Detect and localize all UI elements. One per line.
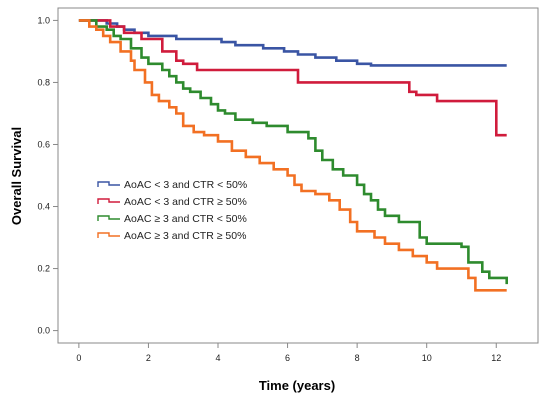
series-line-4: [78, 19, 507, 292]
x-axis-title: Time (years): [259, 378, 335, 393]
y-tick-label: 0.6: [37, 139, 50, 149]
series-lines: [78, 19, 508, 292]
legend-swatch: [97, 232, 120, 238]
series-line-3: [78, 19, 508, 285]
series-line-2: [78, 19, 507, 137]
x-tick-label: 8: [355, 353, 360, 363]
y-tick-label: 0.8: [37, 77, 50, 87]
legend: AoAC < 3 and CTR < 50% AoAC < 3 and CTR ≥…: [97, 179, 247, 242]
y-tick-label: 1.0: [37, 15, 50, 25]
x-tick-label: 10: [422, 353, 432, 363]
legend-label: AoAC < 3 and CTR ≥ 50%: [124, 196, 247, 208]
y-axis: 0.0 0.2 0.4 0.6 0.8 1.0: [37, 15, 58, 336]
plot-frame: [57, 7, 539, 344]
x-tick-label: 12: [491, 353, 501, 363]
x-tick-label: 2: [146, 353, 151, 363]
legend-swatch: [97, 215, 120, 221]
x-tick-label: 0: [76, 353, 81, 363]
y-tick-label: 0.4: [37, 202, 50, 212]
x-tick-label: 6: [285, 353, 290, 363]
legend-label: AoAC ≥ 3 and CTR ≥ 50%: [124, 230, 246, 242]
x-tick-label: 4: [215, 353, 220, 363]
x-axis: 0 2 4 6 8 10 12: [76, 343, 501, 363]
y-axis-title: Overall Survival: [9, 127, 24, 225]
legend-swatch: [97, 181, 120, 187]
legend-label: AoAC < 3 and CTR < 50%: [124, 179, 247, 191]
y-tick-label: 0.2: [37, 264, 50, 274]
y-tick-label: 0.0: [37, 326, 50, 336]
legend-swatch: [97, 198, 120, 204]
legend-label: AoAC ≥ 3 and CTR < 50%: [124, 213, 247, 225]
